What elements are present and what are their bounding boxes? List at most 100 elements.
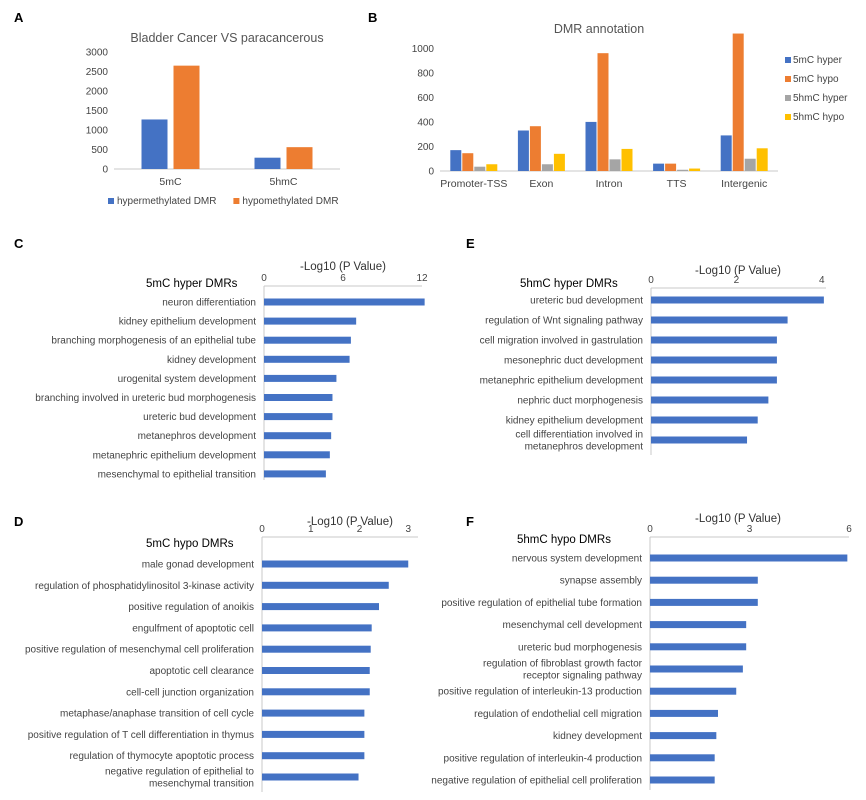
x-axis-title: -Log10 (P Value) — [695, 265, 781, 277]
bar — [650, 665, 743, 673]
legend-label: 5hmC hyper — [793, 93, 848, 104]
y-tick-label: 800 — [417, 68, 434, 79]
chart-title: DMR annotation — [554, 22, 644, 36]
category-label-line: mesenchymal transition — [149, 779, 254, 790]
legend-label: 5mC hypo — [793, 74, 839, 85]
category-label: mesenchymal cell development — [502, 620, 642, 631]
category-label: negative regulation of epithelial to mese… — [105, 767, 254, 790]
bar — [756, 148, 768, 171]
bar — [744, 158, 756, 171]
bar — [262, 560, 409, 568]
x-tick-label: 0 — [261, 273, 267, 284]
y-tick-label: 400 — [417, 117, 434, 128]
x-tick-label: Promoter-TSS — [440, 178, 507, 190]
category-label: negative regulation of epithelial cell p… — [431, 776, 642, 787]
legend-label: 5hmC hypo — [793, 112, 845, 123]
bar — [264, 413, 333, 421]
bar — [141, 119, 168, 169]
category-label: ureteric bud development — [530, 296, 643, 307]
x-axis-title: -Log10 (P Value) — [307, 516, 393, 528]
bar — [651, 296, 824, 304]
bar — [529, 126, 541, 171]
category-label: metanephros development — [138, 431, 257, 442]
category-label: neuron differentiation — [162, 298, 256, 309]
category-label: ureteric bud morphogenesis — [518, 642, 642, 653]
category-label-line: cell differentiation involved in — [515, 430, 643, 441]
bar — [585, 121, 597, 171]
x-tick-label: 1 — [308, 524, 314, 535]
category-label: positive regulation of epithelial tube f… — [441, 598, 642, 609]
x-tick-label: 0 — [259, 524, 265, 535]
y-tick-label: 3000 — [86, 48, 109, 59]
category-label: nervous system development — [512, 554, 642, 565]
x-tick-label: 4 — [819, 275, 825, 286]
chart-title: 5hmC hyper DMRs — [520, 278, 618, 290]
legend-label: hypermethylated DMR — [117, 196, 216, 207]
panel-letter-b: B — [368, 10, 377, 25]
bar — [650, 709, 718, 717]
category-label: branching involved in ureteric bud morph… — [35, 393, 256, 404]
bar — [541, 164, 553, 171]
y-tick-label: 500 — [91, 145, 108, 156]
chart-e: -Log10 (P Value) 5hmC hyper DMRs 0 2 4 ureter… — [480, 265, 826, 455]
panel-letter-e: E — [466, 236, 475, 251]
bar — [262, 624, 372, 632]
bar — [262, 688, 370, 696]
category-label: positive regulation of interleukin-13 pr… — [438, 687, 642, 698]
panel-letter-f: F — [466, 514, 474, 529]
bar — [650, 643, 747, 651]
x-tick-label: 0 — [647, 524, 653, 535]
legend-swatch — [233, 198, 240, 204]
x-tick-label: 5mC — [159, 176, 182, 188]
category-label: positive regulation of interleukin-4 pro… — [444, 753, 642, 764]
legend-swatch — [108, 198, 114, 204]
category-label: regulation of endothelial cell migration — [474, 709, 642, 720]
category-label: positive regulation of anoikis — [128, 602, 254, 613]
legend-swatch — [785, 114, 791, 120]
x-tick-label: Intergenic — [721, 178, 767, 190]
bar — [286, 147, 313, 169]
category-label-line: receptor signaling pathway — [523, 671, 642, 682]
x-tick-label: 3 — [747, 524, 753, 535]
x-tick-label: 6 — [340, 273, 346, 284]
category-label: mesenchymal to epithelial transition — [98, 469, 256, 480]
bar — [262, 603, 379, 611]
bar — [689, 168, 701, 171]
y-tick-label: 1000 — [86, 126, 109, 137]
bar — [173, 65, 200, 169]
bar — [650, 754, 715, 762]
bar — [264, 336, 351, 344]
bar — [264, 470, 326, 478]
chart-title: 5hmC hypo DMRs — [517, 534, 611, 546]
y-tick-label: 1000 — [412, 44, 435, 55]
bar — [609, 159, 621, 171]
x-tick-label: 3 — [405, 524, 411, 535]
bar — [677, 169, 689, 171]
bar — [262, 581, 389, 589]
category-label: metanephric epithelium development — [480, 376, 644, 387]
bar — [264, 298, 425, 306]
category-label: apoptotic cell clearance — [149, 666, 254, 677]
chart-a: Bladder Cancer VS paracancerous 0 500 1000 1… — [86, 31, 340, 207]
x-tick-label: Exon — [529, 178, 553, 190]
x-tick-label: 12 — [416, 273, 428, 284]
bar — [264, 374, 337, 382]
bar — [517, 130, 529, 171]
x-tick-label: 0 — [648, 275, 654, 286]
bar — [262, 709, 365, 717]
bar — [262, 667, 370, 674]
category-label: metanephric epithelium development — [93, 450, 257, 461]
y-tick-label: 200 — [417, 142, 434, 153]
chart-title: 5mC hyper DMRs — [146, 278, 238, 290]
category-label: cell migration involved in gastrulation — [480, 336, 643, 347]
bar — [450, 150, 462, 171]
bar — [650, 554, 848, 562]
bar — [650, 598, 758, 606]
bar — [462, 153, 474, 171]
category-label: cell-cell junction organization — [126, 687, 254, 698]
bar — [650, 576, 758, 584]
category-label: kidney development — [553, 731, 642, 742]
category-label: kidney epithelium development — [119, 317, 257, 328]
bar — [720, 135, 732, 171]
